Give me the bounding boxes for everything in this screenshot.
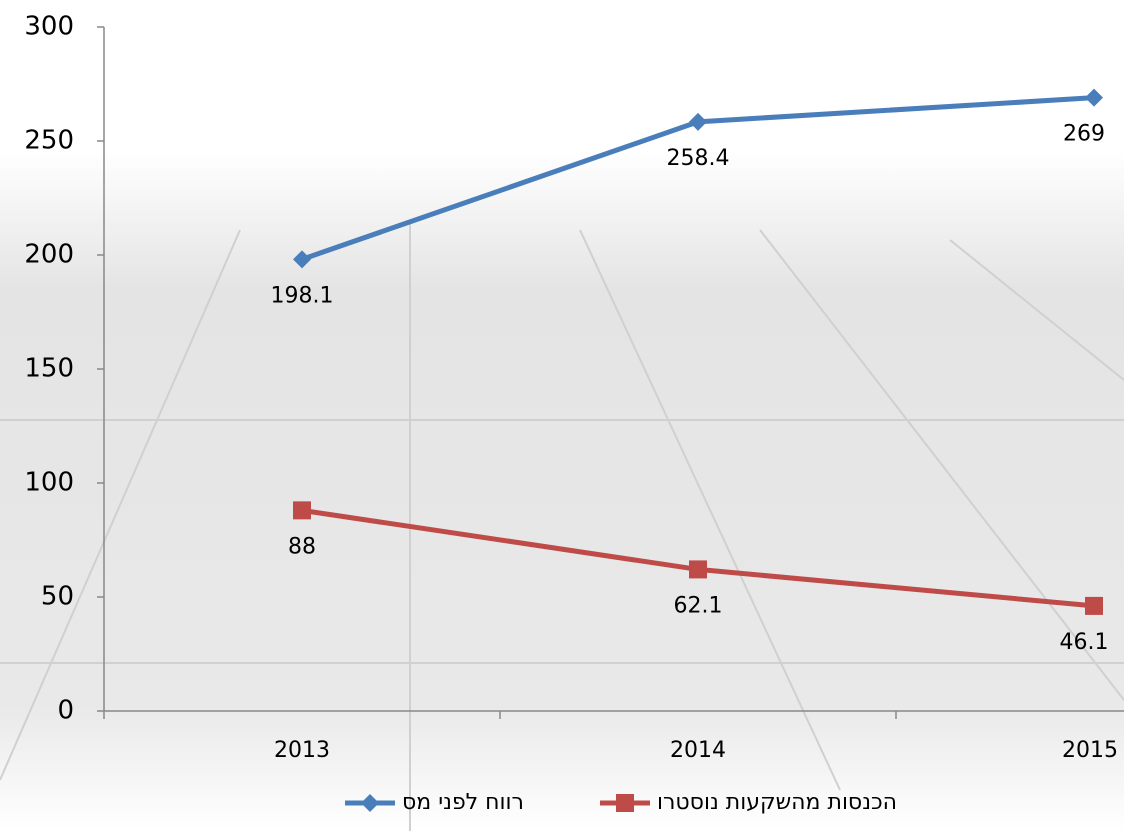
data-label: 258.4 [667, 146, 730, 171]
y-tick-label: 300 [24, 12, 74, 42]
legend-marker [616, 794, 634, 812]
y-tick-label: 0 [57, 696, 74, 726]
legend-label: רווח לפני מס [402, 790, 524, 815]
data-label: 62.1 [674, 593, 723, 618]
data-label: 269 [1063, 122, 1105, 147]
data-label: 198.1 [271, 283, 334, 308]
y-tick-label: 150 [24, 354, 74, 384]
y-tick-label: 100 [24, 468, 74, 498]
x-tick-label: 2014 [670, 738, 726, 763]
data-label: 46.1 [1060, 630, 1109, 655]
x-tick-label: 2015 [1062, 738, 1118, 763]
marker [1085, 596, 1103, 615]
data-label: 88 [288, 534, 316, 559]
y-tick-label: 250 [24, 126, 74, 156]
y-tick-label: 200 [24, 240, 74, 270]
legend-marker [361, 794, 379, 812]
x-tick-label: 2013 [274, 738, 330, 763]
marker [1085, 88, 1103, 107]
marker [689, 112, 707, 131]
marker [293, 250, 311, 269]
legend-label: הכנסות מהשקעות נוסטרו [657, 790, 897, 815]
y-tick-label: 50 [41, 582, 74, 612]
background-perspective [0, 220, 1124, 831]
marker [293, 501, 311, 520]
marker [689, 560, 707, 579]
